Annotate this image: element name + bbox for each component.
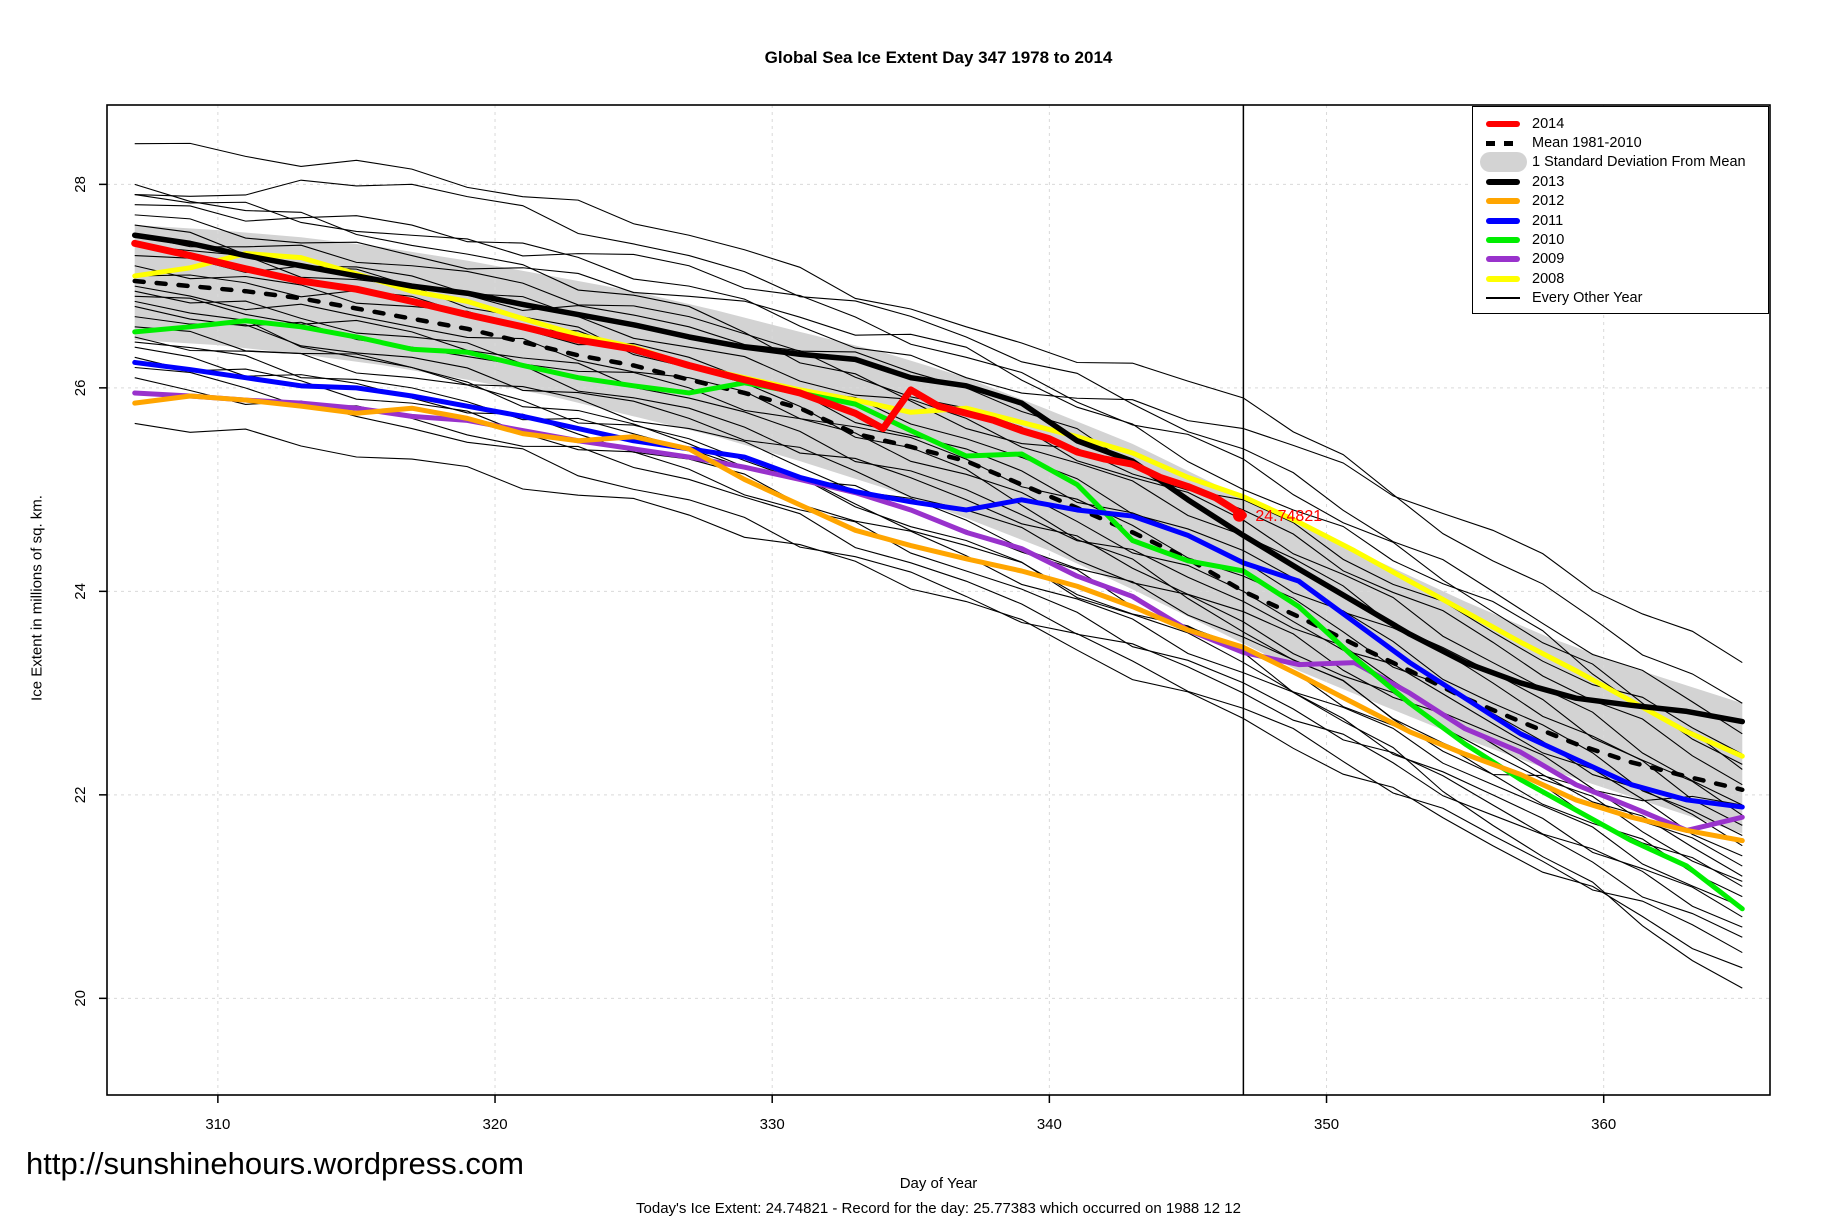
legend: 2014 Mean 1981-2010 1 Standard Deviation F… [1472, 106, 1769, 314]
legend-item-2009: 2009 [1479, 250, 1768, 269]
background-year-line [134, 265, 1743, 826]
series-line-2014 [131, 239, 1247, 519]
legend-label: 2014 [1532, 115, 1565, 132]
legend-item-2014: 2014 [1479, 114, 1768, 133]
legend-label: Every Other Year [1532, 290, 1643, 307]
swatch-shape [1486, 275, 1520, 282]
legend-swatch-thick-line [1479, 217, 1527, 224]
caption-todays-extent: Today's Ice Extent: 24.74821 - Record fo… [636, 1200, 1241, 1217]
legend-swatch-thick-line [1479, 237, 1527, 244]
series-line-2008 [132, 251, 1745, 759]
legend-label: 2012 [1532, 193, 1565, 210]
background-year-line [134, 214, 1743, 770]
legend-label: 2008 [1532, 270, 1565, 287]
swatch-shape [1486, 237, 1520, 244]
background-year-line [134, 290, 1743, 857]
x-axis-title: Day of Year [899, 1175, 978, 1192]
legend-item-mean-1981-2010: Mean 1981-2010 [1479, 133, 1768, 152]
legend-item-2011: 2011 [1479, 211, 1768, 230]
url-watermark: http://sunshinehours.wordpress.com [26, 1146, 524, 1181]
legend-swatch-thick-line [1479, 120, 1527, 127]
plot-border [106, 104, 1771, 1096]
background-year-line [134, 341, 1743, 908]
background-year-line [134, 183, 1743, 755]
legend-item-2013: 2013 [1479, 172, 1768, 191]
legend-label: Mean 1981-2010 [1532, 135, 1642, 152]
legend-item-2012: 2012 [1479, 192, 1768, 211]
background-year-line [134, 204, 1743, 664]
x-tick-label: 330 [760, 1116, 785, 1133]
swatch-shape [1486, 120, 1520, 127]
y-tick-label: 20 [72, 990, 89, 1007]
plot-area: 24.74821 [107, 105, 1770, 1095]
background-year-line [134, 193, 1743, 765]
background-year-line [134, 274, 1743, 837]
legend-label: 2009 [1532, 251, 1565, 268]
background-year-line [134, 179, 1743, 735]
background-year-line [134, 300, 1743, 989]
x-tick-label: 340 [1037, 1116, 1062, 1133]
legend-item-2010: 2010 [1479, 230, 1768, 249]
legend-item-every-other-year: Every Other Year [1479, 289, 1768, 308]
legend-swatch-dashed-line [1479, 140, 1527, 146]
todays-value-label: 24.74821 [1255, 508, 1322, 525]
y-axis-title: Ice Extent in millions of sq. km. [28, 495, 46, 701]
legend-label: 2011 [1532, 212, 1564, 229]
std-dev-band [134, 225, 1743, 834]
series-line-2009 [132, 390, 1745, 833]
series-line-2010 [132, 318, 1745, 912]
legend-swatch-thin-line [1479, 297, 1527, 300]
todays-value-point [1232, 508, 1246, 522]
legend-item-2008: 2008 [1479, 269, 1768, 288]
background-year-line [134, 142, 1743, 704]
legend-swatch-thick-line [1479, 275, 1527, 282]
legend-label: 2010 [1532, 232, 1565, 249]
swatch-shape [1486, 198, 1520, 205]
series-line-2011 [132, 359, 1745, 810]
legend-label: 1 Standard Deviation From Mean [1532, 154, 1746, 171]
swatch-shape [1486, 178, 1520, 185]
page-title: Global Sea Ice Extent Day 347 1978 to 20… [764, 48, 1113, 67]
background-year-line [134, 356, 1743, 928]
legend-item-1-standard-deviation-from-mean: 1 Standard Deviation From Mean [1479, 152, 1768, 173]
y-tick-label: 22 [72, 787, 89, 804]
series-line-2012 [132, 393, 1745, 844]
legend-swatch-thick-line [1479, 198, 1527, 205]
legend-swatch-thick-line [1479, 178, 1527, 185]
swatch-shape [1486, 140, 1520, 146]
background-year-line [134, 377, 1743, 954]
swatch-shape [1479, 152, 1527, 173]
y-tick-label: 28 [72, 176, 89, 193]
legend-swatch-thick-line [1479, 256, 1527, 263]
swatch-shape [1486, 256, 1520, 263]
y-tick-label: 24 [72, 583, 89, 600]
x-tick-label: 350 [1314, 1116, 1339, 1133]
y-tick-label: 26 [72, 380, 89, 397]
x-tick-label: 320 [483, 1116, 508, 1133]
swatch-shape [1486, 297, 1520, 300]
x-tick-label: 360 [1591, 1116, 1616, 1133]
background-year-line [134, 422, 1743, 969]
background-year-line [134, 295, 1743, 867]
series-line-2013 [131, 232, 1746, 725]
legend-label: 2013 [1532, 173, 1565, 190]
x-tick-label: 310 [205, 1116, 230, 1133]
swatch-shape [1486, 217, 1520, 224]
legend-swatch-band [1479, 152, 1527, 173]
